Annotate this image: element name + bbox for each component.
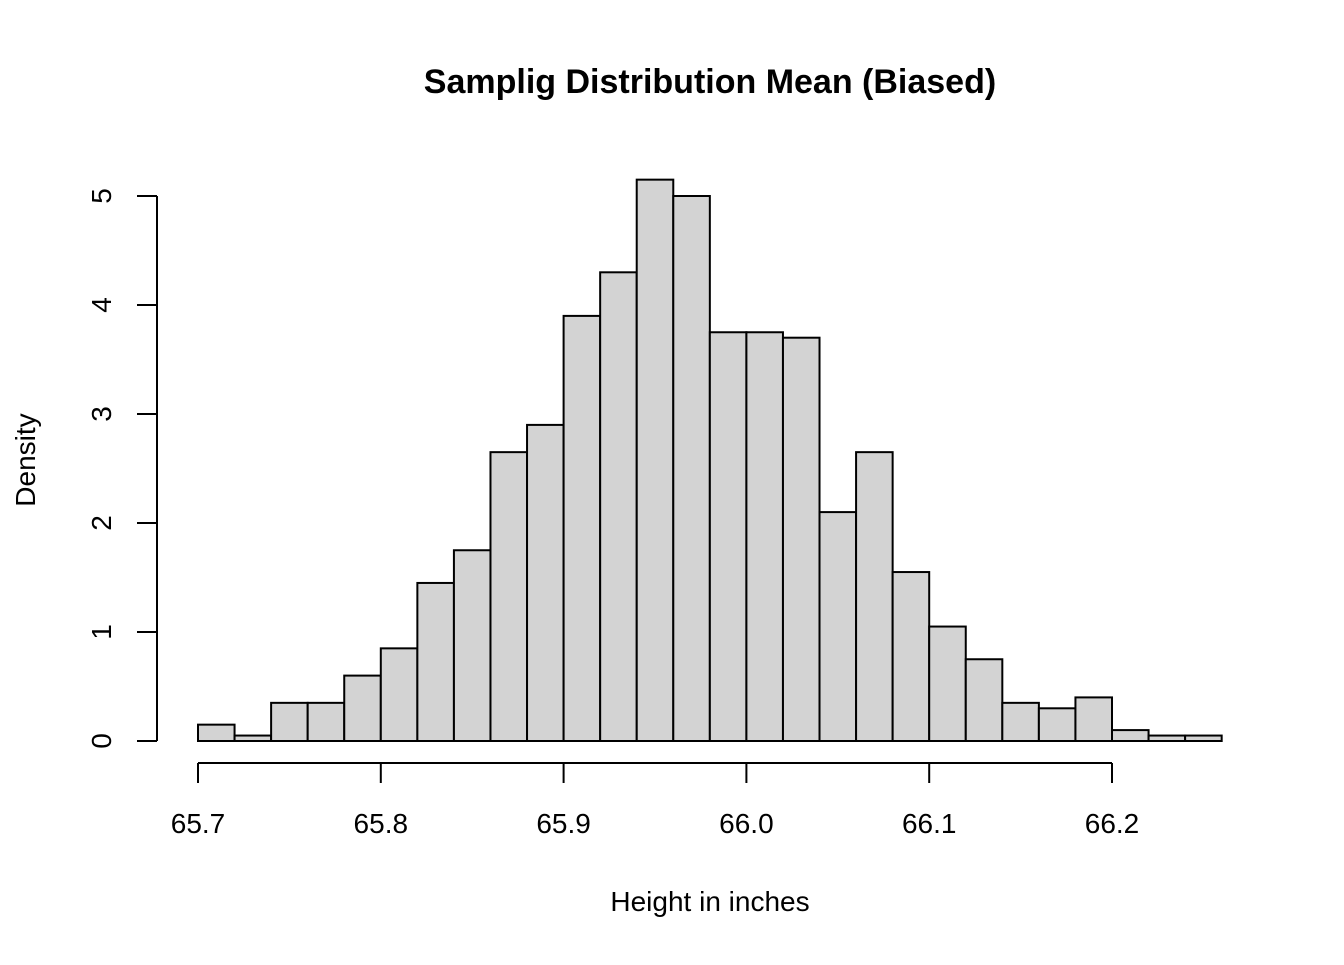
y-tick-label: 1: [86, 624, 117, 640]
histogram-bar: [818, 511, 858, 742]
histogram-bar: [672, 195, 711, 742]
histogram-bar: [270, 701, 309, 742]
histogram-bar: [233, 734, 273, 742]
histogram-bar: [416, 581, 455, 743]
x-axis-label: Height in inches: [610, 886, 809, 917]
histogram-bar: [1147, 734, 1187, 742]
histogram-bar: [635, 178, 675, 742]
histogram-bar: [599, 271, 638, 742]
y-axis-label: Density: [10, 413, 41, 506]
histogram-bar: [1111, 729, 1150, 742]
histogram-bar: [1001, 701, 1040, 742]
x-tick-label: 66.0: [719, 808, 774, 839]
x-tick-label: 65.7: [171, 808, 226, 839]
histogram-bar: [197, 723, 236, 743]
histogram-bar: [1037, 707, 1077, 742]
x-tick-label: 66.2: [1085, 808, 1140, 839]
y-tick-label: 3: [86, 406, 117, 422]
x-axis: 65.7 65.8 65.9 66.0 66.1 66.2: [171, 762, 1140, 839]
x-tick-label: 65.9: [536, 808, 591, 839]
histogram-bar: [891, 571, 931, 742]
histogram-bar: [379, 647, 419, 742]
histogram-bar: [928, 625, 967, 742]
histogram-bar: [526, 423, 565, 742]
histogram-bar: [343, 674, 382, 742]
histogram-bar: [708, 331, 748, 742]
x-tick-label: 66.1: [902, 808, 957, 839]
y-tick-label: 5: [86, 188, 117, 204]
x-tick-label: 65.8: [354, 808, 409, 839]
histogram-bar: [306, 701, 346, 742]
histogram-bar: [562, 314, 602, 742]
y-axis: 0 1 2 3 4 5: [86, 188, 158, 749]
histogram-bar: [964, 658, 1004, 742]
histogram-bar: [781, 336, 821, 742]
histogram-bar: [1184, 734, 1223, 742]
y-tick-label: 2: [86, 515, 117, 531]
histogram-bar: [745, 331, 784, 742]
y-tick-label: 4: [86, 297, 117, 313]
histogram-bar: [452, 549, 492, 742]
chart-title: Samplig Distribution Mean (Biased): [424, 63, 996, 101]
histogram-bar: [1074, 696, 1113, 743]
y-tick-label: 0: [86, 733, 117, 749]
histogram-bar: [489, 451, 529, 742]
histogram-bar: [855, 451, 894, 742]
